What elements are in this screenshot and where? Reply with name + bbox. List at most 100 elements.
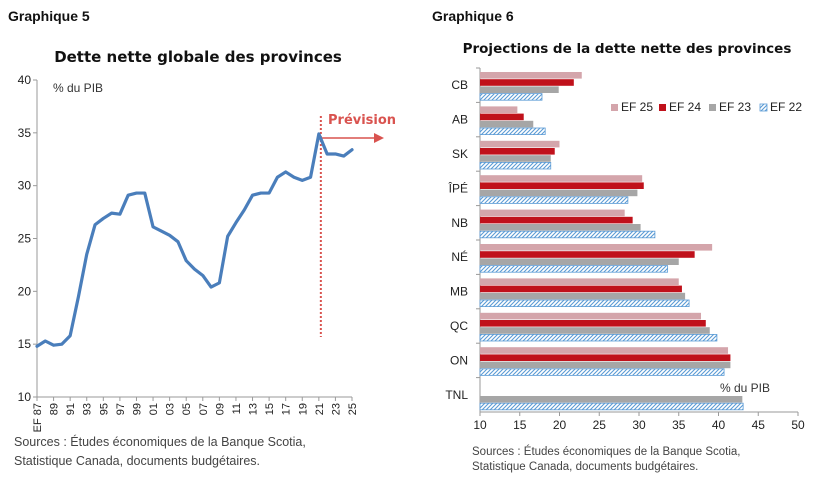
- chart-5-x-tick-label: 11: [231, 403, 243, 414]
- chart-5: Graphique 5 Dette nette globale des prov…: [8, 8, 396, 468]
- legend-swatch: [611, 104, 618, 111]
- bar-ef-22: [479, 196, 629, 204]
- chart-5-source-line-1: Sources : Études économiques de la Banqu…: [14, 434, 306, 449]
- bar-ef-24: [480, 251, 695, 258]
- bar-ef-22: [479, 265, 669, 273]
- bar-ef-23: [480, 361, 731, 369]
- forecast-annotation: Prévision: [328, 113, 396, 128]
- bar-ef-24: [480, 113, 524, 121]
- chart-5-x-tick-label: 19: [297, 403, 309, 415]
- chart-6-plot: 10 15 20 25 30 35 40 45 50 CB AB SK ÎPÉ NB NÉ MB QC ON TNL: [445, 67, 805, 432]
- chart-5-x-tick-label: 91: [65, 403, 77, 415]
- chart-5-y-axis: 10 15 20 25 30 35 40: [18, 73, 38, 404]
- bar-ef-23: [480, 258, 679, 265]
- chart-6-source-line-2: Statistique Canada, documents budgétaire…: [472, 461, 698, 473]
- chart-5-y-tick-label: 20: [18, 284, 32, 298]
- chart-6-x-tick-label: 20: [553, 418, 567, 432]
- chart-6-category-label: SK: [452, 147, 468, 161]
- chart-6-x-tick-label: 25: [593, 418, 607, 432]
- chart-5-y-tick-label: 25: [18, 232, 32, 246]
- chart-6-category-label: QC: [450, 319, 468, 333]
- bar-ef-24: [480, 182, 644, 189]
- chart-5-unit: % du PIB: [53, 81, 103, 95]
- chart-6-category-label: CB: [451, 78, 468, 92]
- bar-ef-23: [480, 189, 638, 197]
- chart-6-x-tick-label: 10: [473, 418, 487, 432]
- chart-5-plot: [35, 116, 384, 348]
- chart-5-x-axis: EF 87 89 91 93 95 97 99 01 03 05 07 09 11 13 15 17 19 21 2…: [32, 396, 359, 432]
- bar-ef-23: [480, 86, 559, 93]
- chart-5-x-tick-label: 99: [131, 403, 143, 415]
- bar-ef-25: [480, 347, 729, 354]
- bar-ef-22: [479, 127, 546, 135]
- chart-5-x-tick-label: 03: [165, 403, 177, 415]
- bar-ef-22: [479, 230, 656, 239]
- chart-5-x-tick-label: 97: [115, 403, 127, 415]
- bar-ef-24: [480, 79, 574, 86]
- bar-ef-25: [480, 140, 560, 148]
- chart-5-y-tick-label: 30: [18, 179, 32, 193]
- chart-6-category-label: NÉ: [451, 249, 468, 264]
- chart-5-x-tick-label: 93: [82, 403, 94, 415]
- bar-ef-22: [479, 299, 690, 307]
- chart-5-source-line-2: Statistique Canada, documents budgétaire…: [14, 454, 260, 468]
- bar-ef-25: [480, 72, 582, 79]
- bar-ef-23: [480, 224, 641, 231]
- bar-ef-25: [480, 209, 625, 217]
- chart-6-category-label: ON: [450, 353, 468, 367]
- legend-swatch: [659, 104, 666, 111]
- bar-ef-22: [479, 161, 552, 170]
- bar-ef-22: [479, 402, 744, 411]
- chart-6-category-label: NB: [451, 216, 468, 230]
- bar-ef-25: [480, 175, 643, 182]
- chart-6-category-label: ÎPÉ: [448, 180, 468, 195]
- bar-ef-25: [480, 106, 518, 113]
- bar-ef-24: [480, 354, 731, 361]
- bar-ef-25: [480, 278, 679, 285]
- chart-5-y-tick-label: 35: [18, 126, 32, 140]
- chart-5-x-tick-label: 07: [198, 403, 210, 415]
- bar-ef-22: [479, 333, 718, 342]
- chart-6-title: Projections de la dette nette des provin…: [463, 41, 792, 57]
- chart-5-x-tick-label: 89: [49, 403, 61, 415]
- bar-ef-24: [480, 320, 706, 327]
- bar-ef-22: [479, 93, 543, 101]
- chart-6-x-tick-label: 15: [513, 418, 527, 432]
- bar-ef-25: [480, 244, 713, 251]
- chart-5-y-tick-label: 10: [18, 390, 32, 404]
- chart-5-x-tick-label: EF 87: [32, 403, 44, 432]
- chart-6-x-tick-label: 35: [672, 418, 686, 432]
- chart-5-x-tick-label: 21: [314, 403, 326, 415]
- chart-5-x-tick-label: 23: [330, 403, 342, 415]
- bar-ef-23: [480, 292, 686, 300]
- chart-5-title: Dette nette globale des provinces: [54, 48, 342, 66]
- chart-6-x-tick-label: 50: [791, 418, 805, 432]
- chart-5-x-tick-label: 05: [181, 403, 193, 415]
- bar-ef-22: [479, 368, 725, 376]
- legend-label: EF 25: [621, 100, 653, 114]
- bar-ef-25: [480, 312, 702, 320]
- chart-6-x-tick-label: 45: [752, 418, 766, 432]
- chart-6-x-tick-label: 40: [712, 418, 726, 432]
- chart-6-category-label: TNL: [445, 388, 468, 402]
- legend-label: EF 23: [719, 100, 751, 114]
- chart-5-x-tick-label: 25: [347, 403, 359, 415]
- forecast-arrow-head: [374, 133, 384, 143]
- bar-ef-24: [480, 148, 555, 155]
- legend-swatch: [709, 104, 716, 111]
- chart-5-x-tick-label: 95: [98, 403, 110, 415]
- chart-6-unit: % du PIB: [720, 381, 770, 395]
- graph-6-label: Graphique 6: [432, 8, 514, 24]
- graph-5-label: Graphique 5: [8, 8, 90, 24]
- chart-6-category-label: AB: [452, 113, 468, 127]
- chart-6: Graphique 6 Projections de la dette nett…: [432, 8, 805, 473]
- chart-5-y-tick-label: 15: [18, 337, 32, 351]
- legend-swatch: [759, 103, 768, 112]
- bar-ef-23: [480, 120, 534, 128]
- chart-6-source-line-1: Sources : Études économiques de la Banqu…: [472, 445, 741, 458]
- bar-ef-24: [480, 216, 633, 224]
- legend-label: EF 22: [770, 100, 802, 114]
- chart-6-legend: EF 25 EF 24 EF 23 EF 22: [611, 100, 802, 114]
- chart-5-x-tick-label: 15: [264, 403, 276, 415]
